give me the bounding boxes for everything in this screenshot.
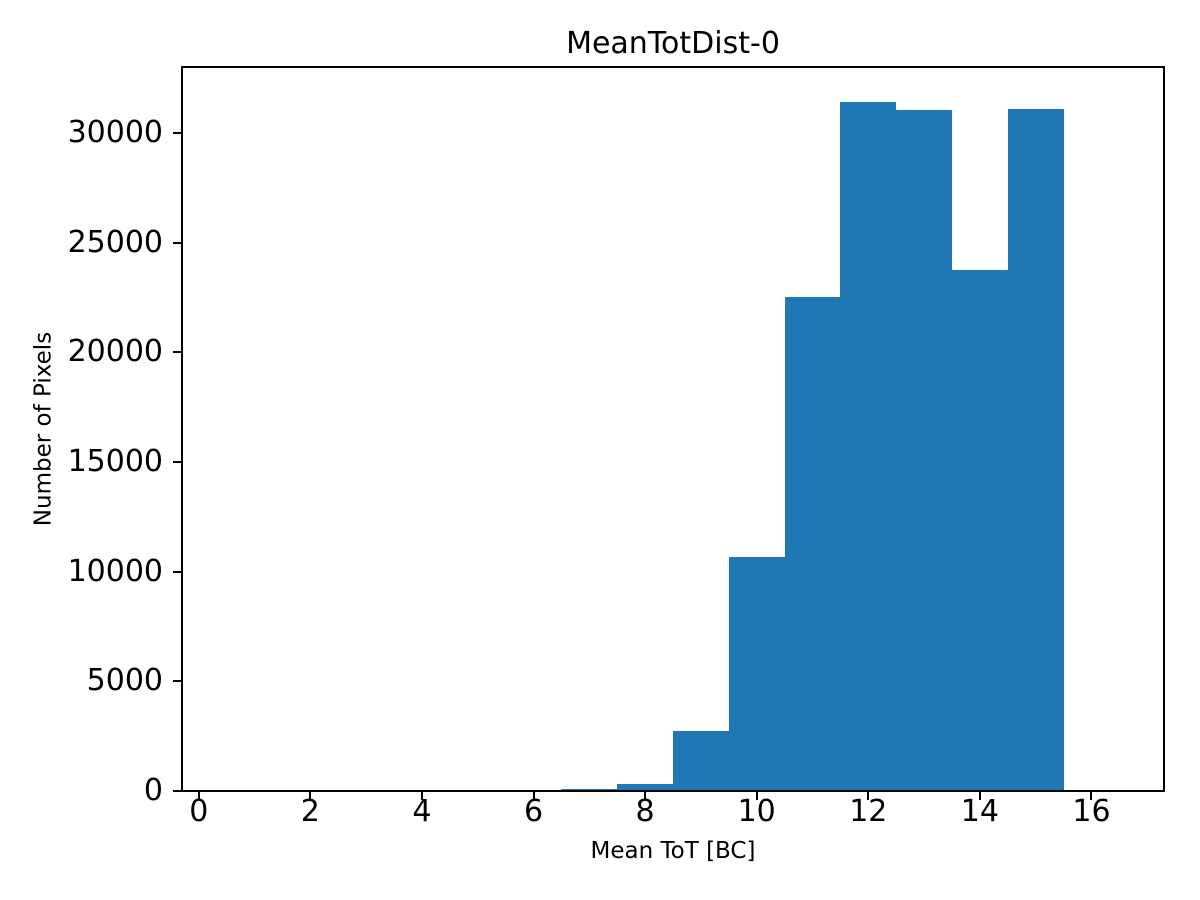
x-tick-label: 0 [189, 794, 209, 829]
y-tick-mark [173, 241, 182, 244]
x-tick-mark [867, 791, 870, 800]
x-tick-label: 6 [523, 794, 544, 829]
histogram-bar [673, 730, 729, 791]
x-tick-mark [197, 791, 200, 800]
y-tick-label: 30000 [67, 114, 163, 150]
y-tick-mark [173, 680, 182, 683]
y-tick-mark [173, 570, 182, 573]
histogram-bar [617, 783, 673, 791]
x-axis-label: Mean ToT [BC] [590, 838, 756, 864]
x-tick-label: 4 [412, 794, 432, 829]
x-tick-mark [1090, 791, 1093, 800]
y-tick-mark [173, 790, 182, 792]
histogram-bar [1007, 108, 1064, 791]
y-tick-label: 0 [143, 773, 163, 808]
y-tick-label: 15000 [67, 443, 163, 479]
x-tick-label: 8 [635, 794, 655, 829]
y-tick-mark [173, 131, 182, 134]
x-tick-label: 12 [849, 794, 888, 829]
x-tick-label: 14 [960, 794, 999, 829]
x-tick-mark [644, 791, 647, 800]
plot-area: 0 2 4 6 8 10 12 14 16 0 5000 10000 15000 20000 25000 30… [68, 67, 1164, 827]
y-tick-mark [173, 351, 182, 354]
histogram-bar [728, 557, 785, 791]
y-tick-label: 10000 [67, 553, 163, 589]
histogram-bar [896, 109, 952, 791]
x-tick-label: 16 [1072, 794, 1111, 829]
x-tick-mark [420, 791, 423, 800]
x-tick-mark [755, 791, 758, 800]
y-tick-label: 25000 [67, 224, 163, 260]
histogram-bar [784, 297, 841, 791]
x-tick-mark [978, 791, 981, 800]
histogram-bar [951, 269, 1008, 791]
chart-title: MeanTotDist-0 [566, 26, 780, 61]
x-tick-label: 2 [300, 794, 320, 829]
y-tick-label: 5000 [86, 663, 163, 699]
x-tick-mark [309, 791, 312, 800]
histogram-bar [840, 102, 897, 791]
x-tick-mark [532, 791, 535, 800]
y-tick-mark [173, 460, 182, 463]
x-tick-label: 10 [737, 794, 776, 829]
histogram-bar [561, 788, 618, 791]
y-tick-label: 20000 [67, 334, 163, 370]
y-axis-label: Number of Pixels [30, 331, 57, 527]
